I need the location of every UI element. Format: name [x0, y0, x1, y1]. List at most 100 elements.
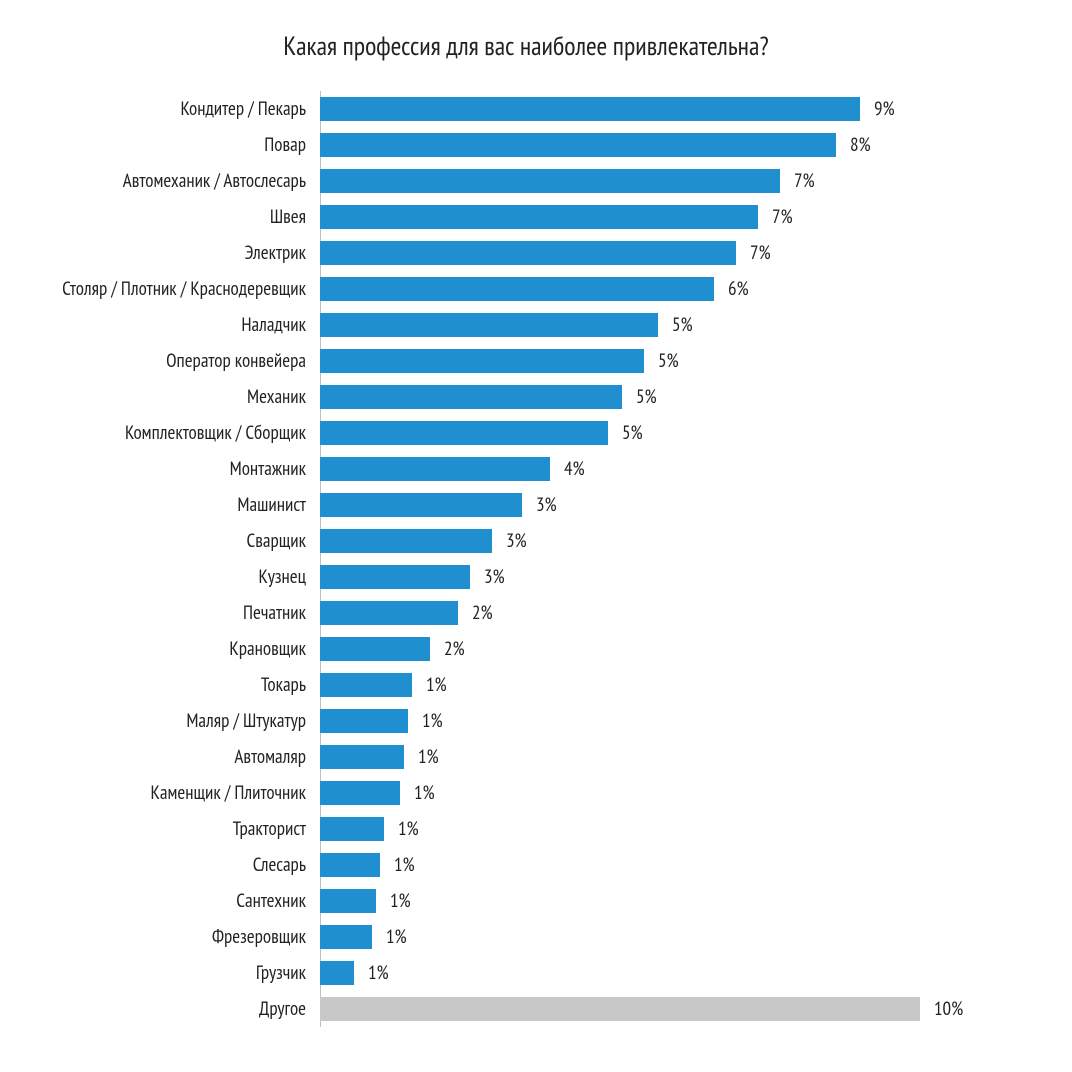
bar — [320, 601, 458, 625]
bar-row: Механик 5% — [20, 379, 1032, 415]
value-label: 7% — [750, 241, 771, 265]
bar — [320, 241, 736, 265]
value-label: 3% — [484, 565, 505, 589]
value-label: 1% — [386, 925, 407, 949]
bar-row: Столяр / Плотник / Краснодеревщик6% — [20, 271, 1032, 307]
bar-track: 7% — [320, 235, 1032, 271]
bar — [320, 745, 404, 769]
bar-row: Другое10% — [20, 991, 1032, 1027]
bar — [320, 637, 430, 661]
category-label: Сварщик — [20, 529, 320, 553]
bar-track: 7% — [320, 163, 1032, 199]
bar-row: Швея 7% — [20, 199, 1032, 235]
bar-track: 3% — [320, 487, 1032, 523]
bar-row: Повар 8% — [20, 127, 1032, 163]
bar-track: 7% — [320, 199, 1032, 235]
value-label: 1% — [422, 709, 443, 733]
value-label: 3% — [506, 529, 527, 553]
bar-track: 10% — [320, 991, 1032, 1027]
bar-track: 1% — [320, 919, 1032, 955]
bar-row: Печатник2% — [20, 595, 1032, 631]
category-label: Грузчик — [20, 961, 320, 985]
bar-track: 5% — [320, 379, 1032, 415]
category-label: Другое — [20, 997, 320, 1021]
bar-row: Каменщик / Плиточник1% — [20, 775, 1032, 811]
bar-row: Токарь 1% — [20, 667, 1032, 703]
bar-track: 1% — [320, 667, 1032, 703]
bar-row: Монтажник4% — [20, 451, 1032, 487]
bar-row: Кузнец 3% — [20, 559, 1032, 595]
bar — [320, 421, 608, 445]
value-label: 1% — [426, 673, 447, 697]
bar-track: 1% — [320, 883, 1032, 919]
bar-row: Грузчик 1% — [20, 955, 1032, 991]
bar-track: 3% — [320, 559, 1032, 595]
category-label: Автомаляр — [20, 745, 320, 769]
bar-track: 5% — [320, 343, 1032, 379]
bar-row: Машинист 3% — [20, 487, 1032, 523]
bar-track: 1% — [320, 775, 1032, 811]
bar — [320, 673, 412, 697]
category-label: Наладчик — [20, 313, 320, 337]
bar-row: Фрезеровщик1% — [20, 919, 1032, 955]
category-label: Кондитер / Пекарь — [20, 97, 320, 121]
value-label: 2% — [444, 637, 465, 661]
category-label: Машинист — [20, 493, 320, 517]
bar — [320, 349, 644, 373]
bar-track: 1% — [320, 811, 1032, 847]
category-label: Печатник — [20, 601, 320, 625]
bar-track: 2% — [320, 631, 1032, 667]
value-label: 3% — [536, 493, 557, 517]
category-label: Монтажник — [20, 457, 320, 481]
bar — [320, 205, 758, 229]
bar-row: Автомеханик / Автослесарь7% — [20, 163, 1032, 199]
bar — [320, 313, 658, 337]
value-label: 5% — [636, 385, 657, 409]
bar-track: 4% — [320, 451, 1032, 487]
value-label: 7% — [772, 205, 793, 229]
category-label: Механик — [20, 385, 320, 409]
bar — [320, 277, 714, 301]
bar — [320, 565, 470, 589]
bar-row: Комплектовщик / Сборщик5% — [20, 415, 1032, 451]
category-label: Кузнец — [20, 565, 320, 589]
bar-track: 1% — [320, 739, 1032, 775]
category-label: Швея — [20, 205, 320, 229]
bar-track: 3% — [320, 523, 1032, 559]
category-label: Крановщик — [20, 637, 320, 661]
bar-track: 1% — [320, 703, 1032, 739]
bar-track: 2% — [320, 595, 1032, 631]
bar — [320, 709, 408, 733]
bar — [320, 493, 522, 517]
bar-row: Тракторист1% — [20, 811, 1032, 847]
bar — [320, 997, 920, 1021]
bar — [320, 781, 400, 805]
category-label: Каменщик / Плиточник — [20, 781, 320, 805]
value-label: 1% — [390, 889, 411, 913]
bar-track: 1% — [320, 955, 1032, 991]
bar-row: Маляр / Штукатур 1% — [20, 703, 1032, 739]
bar-track: 5% — [320, 307, 1032, 343]
category-label: Оператор конвейера — [20, 349, 320, 373]
bar-row: Наладчик5% — [20, 307, 1032, 343]
category-label: Маляр / Штукатур — [20, 709, 320, 733]
bar-row: Слесарь1% — [20, 847, 1032, 883]
bar-row: Сантехник1% — [20, 883, 1032, 919]
value-label: 7% — [794, 169, 815, 193]
category-label: Повар — [20, 133, 320, 157]
value-label: 1% — [368, 961, 389, 985]
bar-track: 5% — [320, 415, 1032, 451]
bar — [320, 925, 372, 949]
value-label: 9% — [874, 97, 895, 121]
bar-row: Электрик7% — [20, 235, 1032, 271]
value-label: 1% — [418, 745, 439, 769]
category-label: Комплектовщик / Сборщик — [20, 421, 320, 445]
value-label: 8% — [850, 133, 871, 157]
chart-title: Какая профессия для вас наиболее привлек… — [20, 30, 1032, 63]
bar — [320, 817, 384, 841]
bar-track: 6% — [320, 271, 1032, 307]
bar-track: 1% — [320, 847, 1032, 883]
category-label: Токарь — [20, 673, 320, 697]
bar — [320, 853, 380, 877]
bar — [320, 385, 622, 409]
